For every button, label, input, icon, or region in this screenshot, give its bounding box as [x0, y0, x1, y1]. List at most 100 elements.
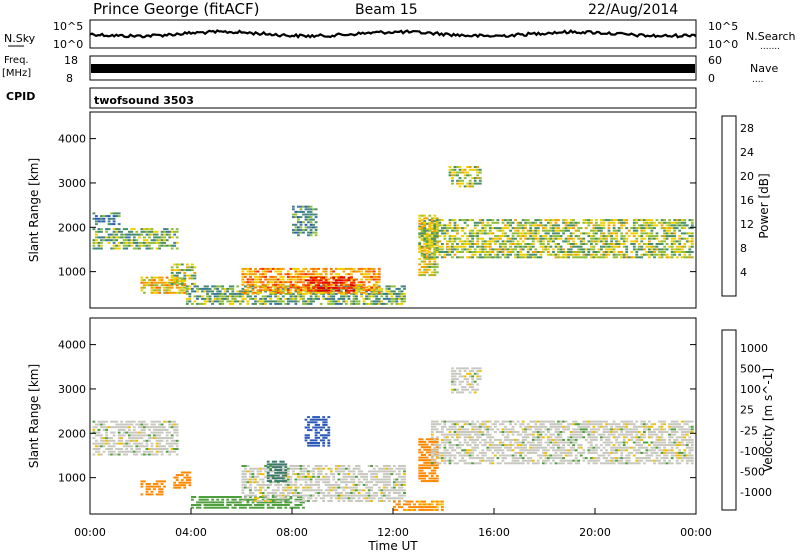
velocity-echo-cell	[521, 441, 525, 444]
velocity-echo-cell	[425, 451, 429, 454]
power-echo-cell	[511, 237, 515, 240]
velocity-echo-cell	[302, 506, 305, 509]
power-echo-cell	[557, 232, 560, 235]
velocity-echo-cell	[95, 448, 98, 450]
power-echo-cell	[173, 269, 177, 272]
velocity-echo-cell	[274, 494, 278, 497]
power-echo-cell	[683, 243, 687, 245]
power-echo-cell	[241, 275, 245, 278]
velocity-echo-cell	[549, 428, 553, 431]
velocity-echo-cell	[448, 451, 452, 454]
velocity-echo-cell	[337, 492, 341, 494]
velocity-echo-cell	[327, 467, 331, 470]
velocity-echo-cell	[438, 462, 442, 465]
power-echo-cell	[294, 231, 298, 234]
velocity-echo-cell	[261, 501, 265, 504]
velocity-echo-cell	[559, 446, 563, 449]
power-echo-cell	[491, 227, 495, 230]
power-echo-cell	[292, 216, 295, 219]
power-echo-cell	[92, 217, 96, 220]
velocity-echo-cell	[281, 463, 285, 466]
power-echo-cell	[534, 248, 538, 251]
power-echo-cell	[451, 229, 454, 232]
power-echo-cell	[648, 224, 651, 227]
velocity-echo-cell	[365, 500, 368, 502]
power-echo-cell	[334, 279, 338, 282]
power-echo-cell	[564, 256, 568, 259]
power-echo-cell	[466, 185, 469, 188]
power-echo-cell	[150, 286, 154, 289]
velocity-echo-cell	[256, 489, 260, 492]
velocity-echo-cell	[574, 462, 578, 465]
velocity-echo-cell	[107, 445, 111, 448]
power-echo-cell	[433, 214, 437, 217]
power-echo-cell	[625, 219, 629, 222]
velocity-echo-cell	[102, 420, 106, 423]
power-echo-cell	[175, 263, 179, 266]
velocity-echo-cell	[547, 444, 550, 447]
velocity-echo-cell	[271, 466, 275, 469]
velocity-echo-cell	[342, 473, 346, 476]
velocity-echo-cell	[289, 501, 293, 504]
power-echo-cell	[143, 239, 146, 242]
velocity-echo-cell	[241, 475, 245, 478]
velocity-echo-cell	[514, 446, 517, 449]
power-echo-cell	[163, 239, 166, 242]
power-echo-cell	[592, 240, 596, 243]
velocity-echo-cell	[506, 428, 510, 431]
power-echo-cell	[430, 227, 434, 230]
power-echo-cell	[276, 297, 280, 300]
power-echo-cell	[572, 221, 576, 224]
velocity-echo-cell	[211, 496, 214, 498]
power-echo-cell	[430, 252, 434, 255]
power-echo-cell	[632, 248, 636, 251]
power-echo-cell	[435, 229, 439, 232]
power-echo-cell	[420, 271, 424, 274]
cpid-value: twofsound 3503	[94, 94, 194, 107]
power-echo-cell	[355, 286, 358, 289]
velocity-echo-cell	[519, 444, 523, 447]
power-echo-cell	[372, 295, 376, 298]
velocity-echo-cell	[481, 438, 485, 441]
velocity-echo-cell	[251, 467, 255, 470]
velocity-echo-cell	[120, 428, 124, 431]
power-echo-cell	[418, 220, 422, 223]
power-echo-cell	[524, 243, 528, 245]
velocity-echo-cell	[241, 470, 245, 473]
power-echo-cell	[572, 243, 576, 245]
power-echo-cell	[403, 300, 406, 303]
velocity-echo-cell	[155, 439, 159, 442]
power-echo-cell	[504, 248, 507, 251]
velocity-echo-cell	[269, 501, 273, 504]
power-echo-cell	[309, 276, 313, 279]
power-echo-cell	[456, 171, 459, 174]
velocity-echo-cell	[428, 451, 432, 454]
velocity-echo-cell	[400, 489, 404, 492]
power-echo-cell	[458, 171, 462, 174]
power-echo-cell	[425, 240, 429, 243]
velocity-echo-cell	[105, 420, 108, 423]
velocity-echo-cell	[486, 431, 490, 433]
power-echo-cell	[463, 243, 467, 245]
power-echo-cell	[173, 230, 177, 233]
velocity-echo-cell	[443, 423, 447, 426]
power-echo-cell	[185, 297, 189, 300]
velocity-echo-cell	[453, 431, 457, 433]
power-echo-cell	[173, 274, 177, 277]
power-echo-cell	[112, 212, 116, 215]
power-echo-cell	[390, 290, 394, 293]
power-echo-cell	[435, 228, 439, 231]
power-echo-cell	[511, 227, 515, 230]
power-colorbar-tick: 12	[740, 218, 754, 231]
power-echo-cell	[435, 227, 439, 230]
power-echo-cell	[524, 253, 528, 256]
power-echo-cell	[466, 240, 469, 243]
velocity-echo-cell	[314, 478, 318, 481]
power-echo-cell	[251, 285, 255, 288]
power-echo-cell	[433, 268, 437, 271]
nsky-trace	[89, 29, 697, 39]
power-echo-cell	[153, 291, 156, 294]
power-echo-cell	[569, 224, 573, 227]
power-echo-cell	[241, 290, 245, 293]
velocity-echo-cell	[473, 446, 477, 449]
